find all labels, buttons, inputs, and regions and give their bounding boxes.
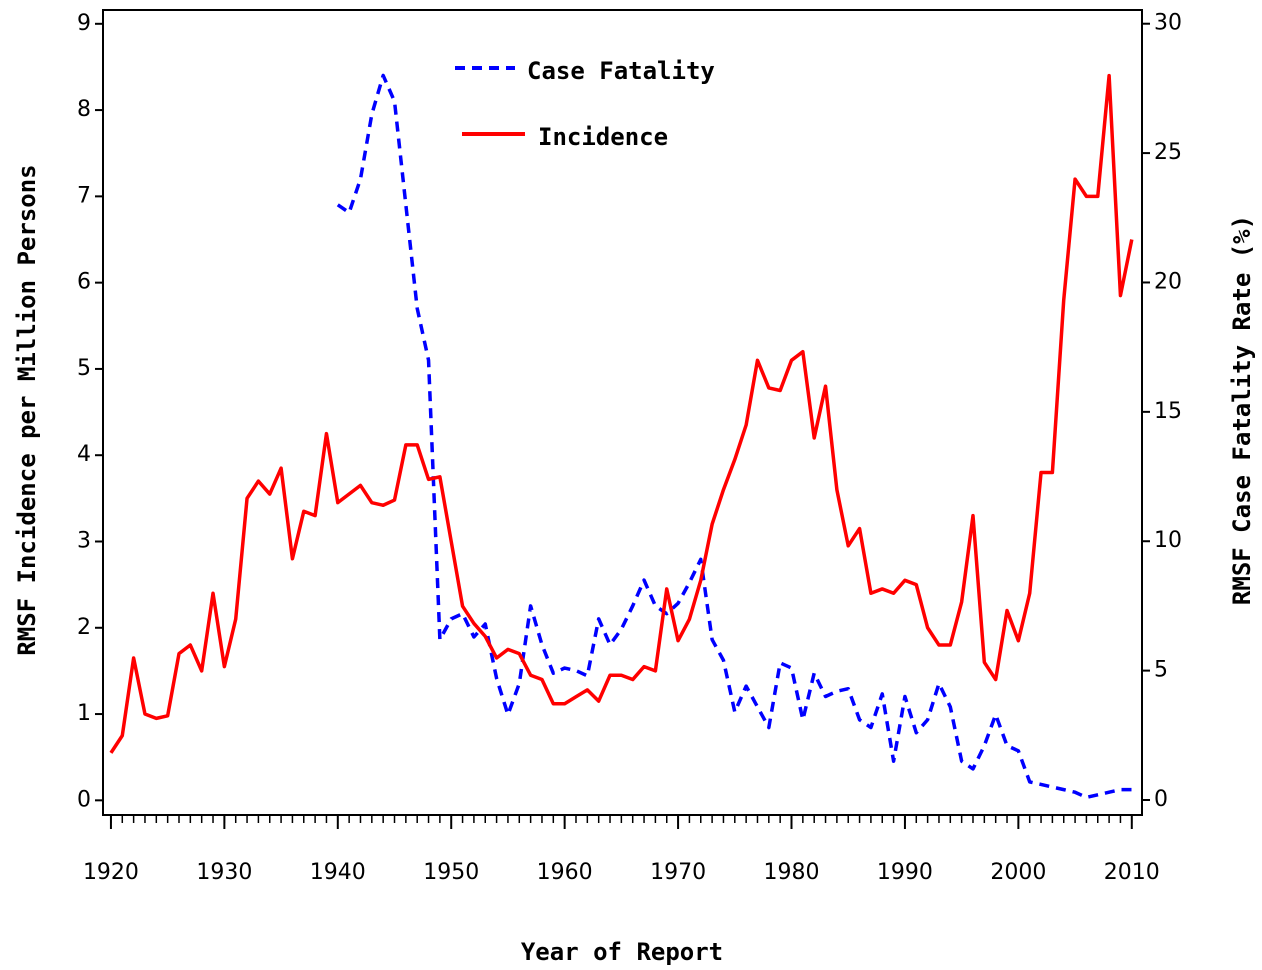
x-tick-label: 1990 — [877, 860, 933, 885]
y-tick-label: 1 — [77, 701, 91, 726]
legend-label: Case Fatality — [527, 57, 715, 85]
x-tick-label: 2000 — [990, 860, 1046, 885]
y-tick-label: 2 — [77, 615, 91, 640]
x-tick-label: 1960 — [537, 860, 593, 885]
x-tick-label: 1940 — [310, 860, 366, 885]
data-line — [336, 73, 1132, 800]
y2-axis-title: RMSF Case Fatality Rate (%) — [1228, 215, 1256, 605]
y2-tick-label: 15 — [1154, 399, 1182, 424]
y-tick-label: 9 — [77, 11, 91, 36]
data-line — [109, 73, 1134, 754]
y-tick-label: 3 — [77, 528, 91, 553]
x-tick-label: 1920 — [83, 860, 139, 885]
x-axis-title: Year of Report — [521, 938, 723, 966]
y-axis-title: RMSF Incidence per Million Persons — [13, 164, 41, 655]
x-tick-label: 1980 — [764, 860, 820, 885]
x-tick-label: 1930 — [196, 860, 252, 885]
y-tick-label: 0 — [77, 787, 91, 812]
y2-tick-label: 10 — [1154, 528, 1182, 553]
x-tick-label: 1970 — [650, 860, 706, 885]
legend-label: Incidence — [538, 123, 668, 151]
y-tick-label: 6 — [77, 270, 91, 295]
y-tick-label: 8 — [77, 97, 91, 122]
y2-tick-label: 5 — [1154, 658, 1168, 683]
y2-tick-label: 20 — [1154, 269, 1182, 294]
y2-tick-label: 0 — [1154, 787, 1168, 812]
y2-tick-label: 30 — [1154, 11, 1182, 36]
x-tick-label: 2010 — [1104, 860, 1160, 885]
y-tick-label: 4 — [77, 442, 91, 467]
y-tick-label: 5 — [77, 356, 91, 381]
y-tick-label: 7 — [77, 183, 91, 208]
y2-tick-label: 25 — [1154, 140, 1182, 165]
x-tick-label: 1950 — [423, 860, 479, 885]
